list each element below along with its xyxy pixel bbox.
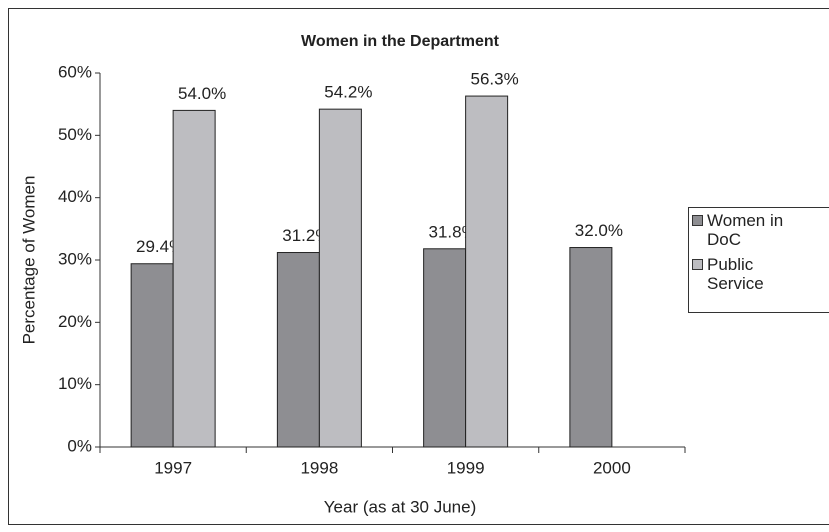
bar: [276, 252, 320, 448]
bar: [130, 263, 174, 448]
y-tick-label: 0%: [67, 436, 92, 455]
legend-box: [688, 207, 829, 313]
x-tick-label: 2000: [593, 458, 631, 477]
x-axis-label: Year (as at 30 June): [324, 497, 476, 516]
legend: Women in DoC Public Service: [692, 211, 822, 293]
legend-label: Public Service: [707, 255, 764, 293]
bar: [318, 108, 362, 448]
legend-swatch: [692, 215, 703, 226]
data-label: 32.0%: [575, 221, 623, 240]
bar: [423, 248, 467, 448]
x-tick-label: 1998: [300, 458, 338, 477]
legend-swatch: [692, 259, 703, 270]
data-label: 56.3%: [471, 70, 519, 89]
bar: [465, 95, 509, 448]
chart-title: Women in the Department: [301, 33, 500, 50]
legend-label: Women in DoC: [707, 211, 784, 249]
y-axis-label: Percentage of Women: [19, 176, 38, 345]
bar: [172, 109, 216, 448]
x-tick-label: 1997: [154, 458, 192, 477]
y-tick-label: 50%: [58, 125, 92, 144]
data-label: 31.2%: [282, 226, 330, 245]
data-label: 54.2%: [324, 83, 372, 102]
y-tick-label: 10%: [58, 374, 92, 393]
y-tick-label: 40%: [58, 187, 92, 206]
y-tick-label: 60%: [58, 62, 92, 81]
y-tick-label: 20%: [58, 312, 92, 331]
x-tick-label: 1999: [447, 458, 485, 477]
data-label: 31.8%: [429, 222, 477, 241]
data-label: 54.0%: [178, 84, 226, 103]
bar: [569, 247, 613, 448]
y-tick-label: 30%: [58, 249, 92, 268]
data-label: 29.4%: [136, 237, 184, 256]
legend-item: Women in DoC: [692, 211, 822, 249]
legend-item: Public Service: [692, 255, 822, 293]
legend-list: Women in DoC Public Service: [692, 211, 822, 293]
